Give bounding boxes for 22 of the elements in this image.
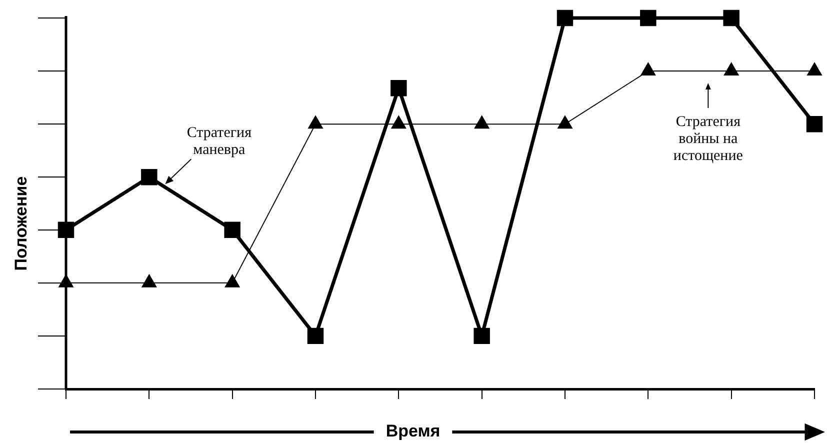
point <box>640 62 656 76</box>
point <box>141 169 158 186</box>
point <box>224 222 240 238</box>
y-axis-title: Положение <box>12 176 31 271</box>
point <box>724 62 739 76</box>
point <box>307 328 324 344</box>
point <box>224 274 240 288</box>
point <box>308 116 323 129</box>
point <box>640 10 656 26</box>
point <box>558 116 572 129</box>
point <box>723 10 740 26</box>
point <box>474 116 490 129</box>
point <box>556 10 574 26</box>
point <box>391 116 406 129</box>
annotation: Стратегия маневра <box>186 125 252 158</box>
point <box>142 274 157 288</box>
annotation: Стратегия войны на истощение <box>673 114 744 164</box>
point <box>390 80 407 96</box>
point <box>806 116 823 132</box>
x-axis-title: Время <box>386 422 440 441</box>
point <box>474 328 490 344</box>
point <box>807 62 822 76</box>
